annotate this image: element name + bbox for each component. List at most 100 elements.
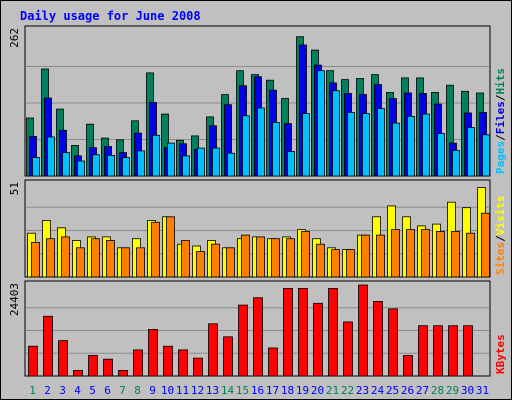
legend-visits: Visits [494,196,507,236]
pages-bar [332,90,340,177]
sites-bar [316,243,325,278]
pages-bar [272,122,280,177]
day-label: 10 [161,384,174,397]
kbytes-bar [358,284,368,377]
pages-bar [422,113,430,177]
pages-bar [437,133,445,177]
pages-bar [167,142,175,177]
day-label: 30 [461,384,474,397]
kbytes-bar [388,308,398,377]
pages-bar [377,108,385,177]
pages-bar [32,157,40,177]
pages-bar [317,70,325,177]
kbytes-bar [253,297,263,377]
kbytes-bar [463,325,473,377]
kbytes-bar [103,358,113,377]
sites-bar [106,240,115,278]
kbytes-bar [28,345,38,377]
kbytes-bar [343,321,353,377]
kbytes-bar [73,369,83,377]
sites-visits-bars [27,187,490,278]
day-label: 14 [221,384,235,397]
day-label: 12 [191,384,204,397]
kbytes-bar [193,357,203,377]
pages-bar [287,151,295,177]
sites-bar [166,216,175,278]
pages-bar [482,134,490,177]
sites-bar [181,240,190,278]
pages-bar [107,154,115,177]
sites-bar [226,247,235,278]
pages-bar [407,116,415,177]
sites-bar [286,238,295,278]
pages-bar [452,149,460,177]
day-label: 27 [416,384,429,397]
day-label: 26 [401,384,414,397]
legend-sites: Sites [494,242,507,275]
sites-bar [406,229,415,278]
kbytes-panel: 24403 KBytes [8,280,507,377]
day-label: 9 [149,384,156,397]
day-label: 16 [251,384,264,397]
kbytes-bar [313,302,323,377]
day-label: 18 [281,384,294,397]
sites-bar [151,221,160,278]
day-label: 25 [386,384,399,397]
day-label: 28 [431,384,444,397]
kbytes-bar [118,369,128,377]
kbytes-ymax-label: 24403 [8,283,21,316]
kbytes-bar [43,315,53,377]
day-label: 1 [29,384,36,397]
kbytes-bar [163,345,173,377]
day-label: 22 [341,384,354,397]
day-label: 3 [59,384,66,397]
legend-separator: / [494,134,507,141]
sites-bar [46,238,55,278]
day-label: 17 [266,384,279,397]
hits-files-pages-panel: 262 Pages/Files/Hits [8,25,507,177]
chart-title: Daily usage for June 2008 [20,9,201,23]
sites-bar [391,229,400,278]
sites-bar [256,236,265,278]
sites-bar [466,232,475,278]
pages-bar [347,112,355,177]
kbytes-bar [403,355,413,377]
pages-bar [62,152,70,177]
sites-bar [196,251,205,278]
kbytes-bar [433,325,443,377]
sites-bar [136,247,145,278]
sites-bar [271,238,280,278]
day-label: 29 [446,384,459,397]
day-label: 20 [311,384,324,397]
legend-hits: Hits [494,68,507,95]
pages-bar [152,134,160,177]
kbytes-bar [133,349,143,377]
kbytes-bar [88,355,98,377]
visits-panel-legend: Sites/Visits [494,196,507,276]
sites-bar [331,249,340,278]
sites-bar [121,247,130,278]
pages-bar [182,155,190,177]
pages-bar [392,122,400,177]
day-label: 13 [206,384,219,397]
sites-bar [91,238,100,278]
pages-bar [47,136,55,177]
kbytes-bar [58,340,68,377]
sites-bar [61,236,70,278]
pages-bar [77,160,85,177]
day-label: 15 [236,384,249,397]
day-label: 21 [326,384,339,397]
kbytes-bar [298,287,308,377]
sites-bar [346,249,355,278]
pages-bar [227,152,235,177]
day-label: 2 [44,384,51,397]
kbytes-bar [148,328,158,377]
sites-bar [451,230,460,278]
pages-bar [92,154,100,177]
day-axis-labels: 1 2 3 4 5 6 7 8 9 10 11 12 13 14 15 16 17 18 19 20 21 22 23 24 2… [29,384,489,397]
kbytes-bar [268,347,278,377]
day-label: 19 [296,384,309,397]
sites-bar [361,234,370,278]
